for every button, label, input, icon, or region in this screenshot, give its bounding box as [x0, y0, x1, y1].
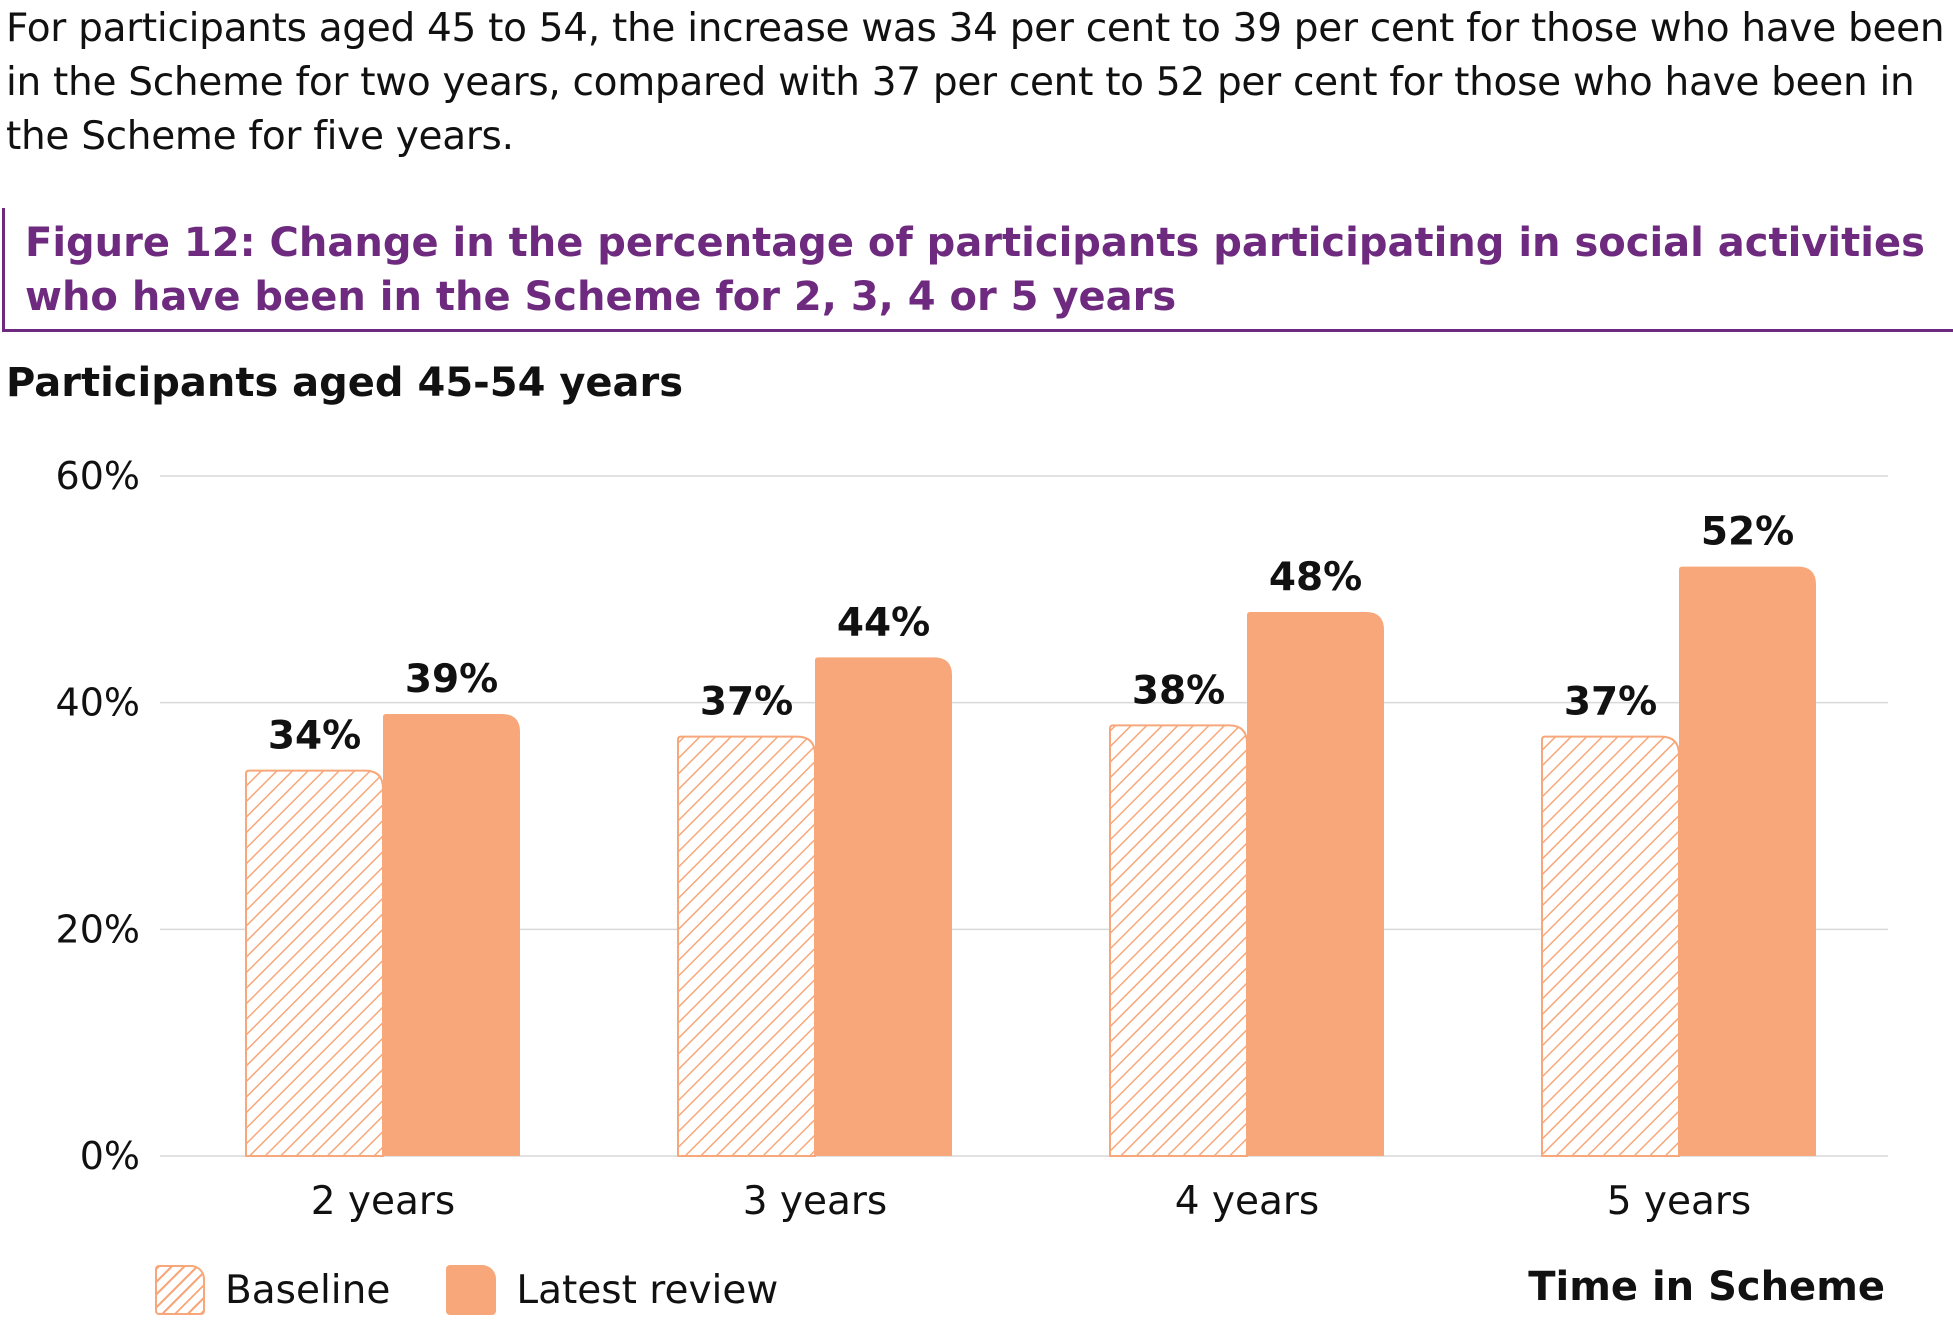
x-tick-label: 3 years [743, 1179, 888, 1224]
x-tick-label: 5 years [1607, 1179, 1752, 1224]
data-label: 34% [268, 714, 361, 759]
data-label: 39% [405, 657, 498, 702]
data-label: 48% [1269, 555, 1362, 600]
bar-latest-review [1679, 566, 1816, 1156]
bar-latest-review [815, 657, 952, 1156]
legend-label-baseline: Baseline [225, 1267, 391, 1313]
data-label: 37% [700, 680, 793, 725]
bar-chart: 0% 20% 40% 60% 34% 39% 37% 44% 38% 48% 37% 52% 2 y… [56, 454, 1888, 1224]
chart-subtitle: Participants aged 45-54 years [6, 360, 684, 406]
y-tick-label: 20% [56, 907, 140, 951]
legend-swatch-latest-review [446, 1265, 497, 1315]
data-label: 37% [1564, 680, 1657, 725]
bar-baseline [1541, 735, 1680, 1157]
y-tick-label: 0% [80, 1134, 140, 1178]
data-label: 52% [1701, 510, 1794, 555]
data-label: 38% [1132, 668, 1225, 713]
figure-header: Figure 12: Change in the percentage of p… [2, 208, 1953, 332]
x-axis-ticks: 2 years 3 years 4 years 5 years [311, 1179, 1752, 1224]
y-tick-label: 40% [56, 681, 140, 725]
figure-title: Figure 12: Change in the percentage of p… [25, 220, 1925, 320]
y-axis-ticks: 0% 20% 40% 60% [56, 454, 140, 1178]
x-tick-label: 2 years [311, 1179, 456, 1224]
x-axis-title: Time in Scheme [1528, 1264, 1885, 1310]
bar-latest-review [383, 714, 520, 1156]
bars [245, 566, 1816, 1157]
legend: Baseline Latest review [155, 1262, 834, 1318]
intro-paragraph: For participants aged 45 to 54, the incr… [6, 6, 1945, 159]
bar-baseline [1109, 724, 1248, 1157]
legend-swatch-baseline [155, 1265, 205, 1315]
bar-baseline [245, 769, 384, 1157]
legend-label-latest-review: Latest review [516, 1267, 779, 1313]
data-label: 44% [837, 600, 930, 645]
bar-latest-review [1247, 612, 1384, 1156]
bar-baseline [677, 735, 816, 1157]
x-tick-label: 4 years [1175, 1179, 1320, 1224]
data-labels: 34% 39% 37% 44% 38% 48% 37% 52% [268, 510, 1794, 759]
y-tick-label: 60% [56, 454, 140, 498]
